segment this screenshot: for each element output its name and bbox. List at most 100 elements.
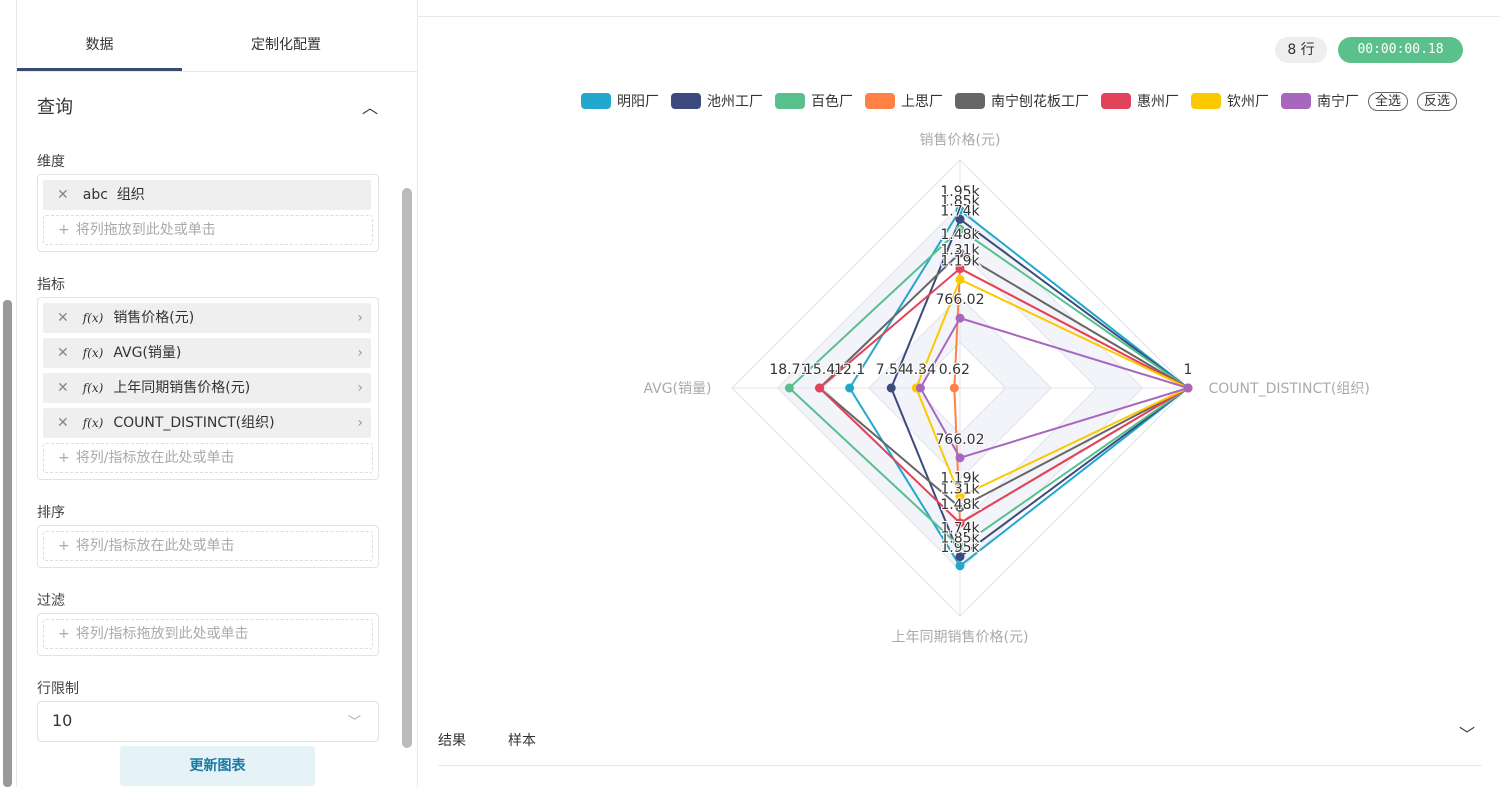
series-point bbox=[915, 383, 925, 393]
label: 过滤 bbox=[37, 593, 65, 609]
series-point bbox=[955, 248, 965, 258]
label: 维度 bbox=[37, 154, 65, 170]
legend-label: 南宁刨花板工厂 bbox=[990, 94, 1089, 110]
tab[interactable]: 数据 bbox=[85, 37, 114, 53]
data-label: 4.8 bbox=[905, 362, 927, 378]
divider bbox=[17, 71, 417, 72]
arrow: › bbox=[357, 380, 363, 396]
series-point bbox=[955, 453, 965, 463]
series-point bbox=[955, 518, 965, 528]
legend-item[interactable]: 池州工厂 bbox=[670, 91, 763, 111]
select-arrow: ﹀ bbox=[348, 715, 362, 730]
data-label: 15.4 bbox=[804, 362, 835, 378]
tab[interactable]: 定制化配置 bbox=[251, 37, 321, 53]
legend-item[interactable]: 南宁厂 bbox=[1280, 91, 1359, 111]
field-item[interactable]: ✕ f(x) AVG(销量) › bbox=[43, 338, 371, 368]
arrow: › bbox=[357, 415, 363, 431]
series-point bbox=[955, 264, 965, 274]
divider bbox=[418, 16, 1500, 17]
legend-button[interactable]: 反选 bbox=[1416, 91, 1457, 111]
legend-label: 百色厂 bbox=[810, 94, 853, 110]
series-point bbox=[955, 274, 965, 284]
legend-label: 池州工厂 bbox=[706, 94, 763, 110]
radar-chart: 销售价格(元) COUNT_DISTINCT(组织) 上年同期销售价格(元) AVG(… bbox=[643, 132, 1369, 646]
legend-item[interactable]: 百色厂 bbox=[774, 91, 853, 111]
label: 行限制 bbox=[37, 681, 79, 697]
data-label: 1 bbox=[1184, 362, 1193, 378]
legend-label: 钦州厂 bbox=[1226, 94, 1269, 110]
data-label: 1.31k bbox=[940, 243, 980, 259]
legend-button[interactable]: 全选 bbox=[1367, 91, 1408, 111]
scrollbar[interactable] bbox=[402, 188, 412, 748]
data-label: 1.19k bbox=[940, 471, 980, 487]
series-point bbox=[845, 383, 855, 393]
bottom-tab[interactable]: 样本 bbox=[508, 733, 536, 749]
row-count: 8 行 bbox=[1275, 37, 1327, 63]
drop-box bbox=[37, 297, 379, 480]
data-label: 1.48k bbox=[940, 497, 980, 513]
legend-item[interactable]: 上思厂 bbox=[864, 91, 943, 111]
expand-icon[interactable]: ﹀ bbox=[1459, 725, 1476, 744]
data-label: 1.19k bbox=[940, 253, 980, 269]
series-point bbox=[955, 561, 965, 571]
legend-item[interactable]: 惠州厂 bbox=[1100, 91, 1179, 111]
legend-swatch bbox=[1190, 93, 1221, 109]
series-point bbox=[815, 383, 825, 393]
collapse-icon[interactable]: ︿ bbox=[362, 98, 379, 117]
arrow: › bbox=[357, 310, 363, 326]
select[interactable] bbox=[37, 701, 379, 742]
placeholder-text: 将列/指标放在此处或单击 bbox=[75, 450, 235, 466]
field-item[interactable]: ✕ f(x) COUNT_DISTINCT(组织) › bbox=[43, 408, 371, 438]
legend-item[interactable]: 明阳厂 bbox=[580, 91, 659, 111]
drop-box bbox=[37, 525, 379, 568]
series-point bbox=[886, 383, 896, 393]
data-label: 1 bbox=[1184, 362, 1193, 378]
prefix: abc bbox=[82, 187, 108, 203]
legend-swatch bbox=[954, 93, 985, 109]
legend-label: 明阳厂 bbox=[616, 94, 659, 110]
placeholder[interactable]: + 将列/指标拖放到此处或单击 bbox=[43, 619, 373, 649]
divider bbox=[417, 0, 418, 787]
arrow: › bbox=[357, 345, 363, 361]
data-label: 4.34 bbox=[905, 362, 936, 378]
drop-box bbox=[37, 613, 379, 656]
remove-icon: ✕ bbox=[57, 415, 69, 431]
legend-swatch bbox=[864, 93, 895, 109]
axis-name: AVG(销量) bbox=[643, 381, 711, 397]
series-point bbox=[955, 313, 965, 323]
series-point bbox=[955, 205, 965, 215]
divider bbox=[16, 0, 17, 787]
data-label: 1 bbox=[1184, 362, 1193, 378]
axis-name: 上年同期销售价格(元) bbox=[892, 630, 1029, 646]
legend-label: 南宁厂 bbox=[1316, 94, 1359, 110]
section-title: 查询 bbox=[37, 97, 73, 118]
placeholder[interactable]: + 将列/指标放在此处或单击 bbox=[43, 443, 373, 473]
bottom-tab[interactable]: 结果 bbox=[438, 733, 466, 749]
timer: 00:00:00.18 bbox=[1338, 37, 1463, 63]
legend-item[interactable]: 南宁刨花板工厂 bbox=[954, 91, 1089, 111]
field-item[interactable]: ✕ abc 组织 bbox=[43, 180, 371, 210]
data-label: 7.54 bbox=[876, 362, 907, 378]
legend-label: 上思厂 bbox=[900, 94, 943, 110]
placeholder-text: 将列/指标放在此处或单击 bbox=[75, 538, 235, 554]
legend-swatch bbox=[1280, 93, 1311, 109]
divider bbox=[438, 765, 1482, 766]
data-label: 1.48k bbox=[940, 497, 980, 513]
label: 排序 bbox=[37, 505, 65, 521]
placeholder[interactable]: + 将列拖放到此处或单击 bbox=[43, 215, 373, 245]
data-label: 766.02 bbox=[936, 432, 985, 448]
data-label: 1.95k bbox=[940, 540, 980, 556]
label: 指标 bbox=[37, 277, 65, 293]
legend-item[interactable]: 钦州厂 bbox=[1190, 91, 1269, 111]
placeholder[interactable]: + 将列/指标放在此处或单击 bbox=[43, 531, 373, 561]
data-label: 12.1 bbox=[834, 362, 865, 378]
scrollbar[interactable] bbox=[3, 300, 12, 787]
update-button[interactable]: 更新图表 bbox=[120, 746, 315, 786]
series-point bbox=[955, 552, 965, 562]
data-label: 1.31k bbox=[940, 481, 980, 497]
field-name: 组织 bbox=[116, 187, 145, 203]
field-item[interactable]: ✕ f(x) 销售价格(元) › bbox=[43, 303, 371, 333]
series-point bbox=[955, 502, 965, 512]
field-item[interactable]: ✕ f(x) 上年同期销售价格(元) › bbox=[43, 373, 371, 403]
